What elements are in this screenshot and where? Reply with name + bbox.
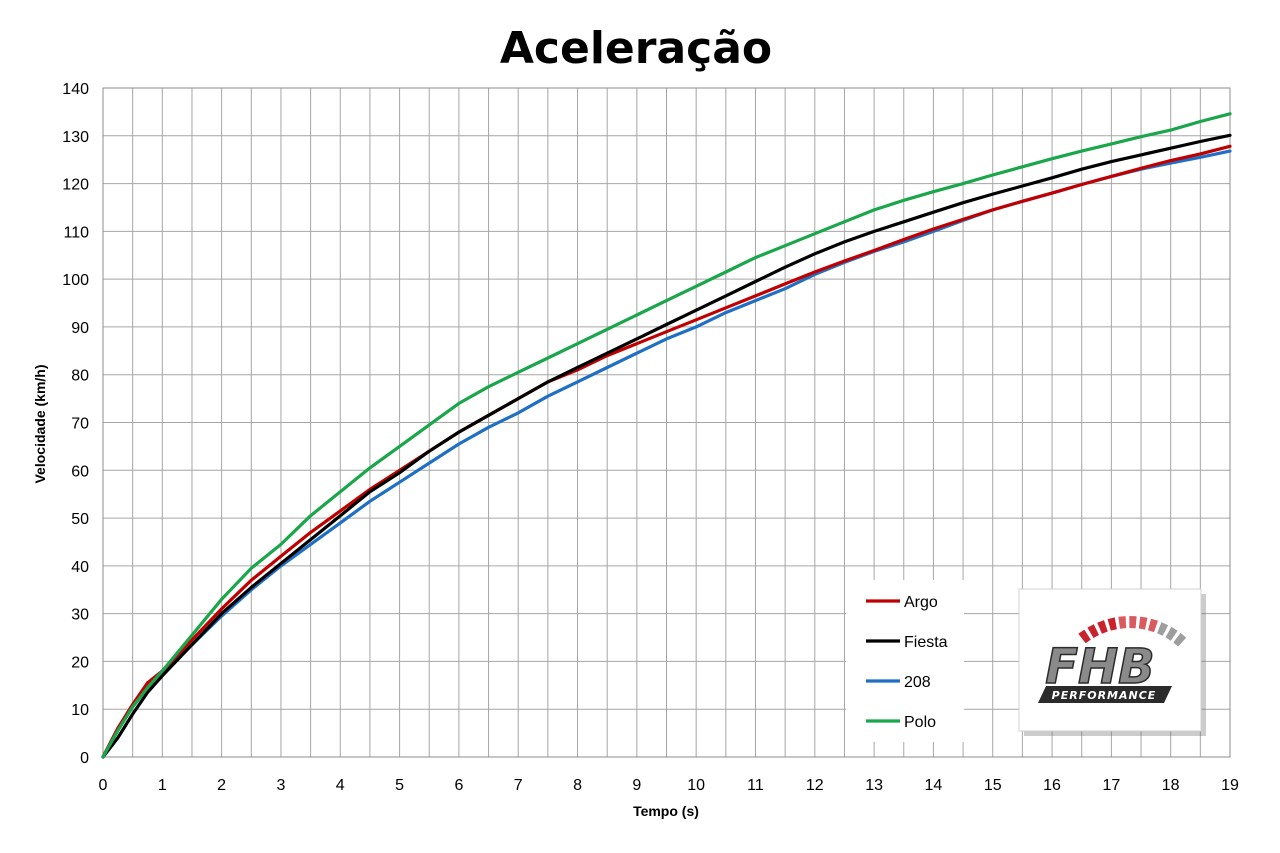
x-tick-label: 0: [99, 777, 108, 794]
logo-tagline-banner: [1038, 686, 1172, 703]
x-tick-label: 16: [1043, 777, 1061, 794]
logo-tagline-text: PERFORMANCE: [1052, 689, 1157, 702]
x-tick-label: 7: [514, 777, 523, 794]
y-tick-label: 140: [62, 81, 89, 98]
y-tick-label: 20: [71, 654, 89, 671]
x-tick-label: 10: [687, 777, 705, 794]
x-tick-label: 11: [747, 777, 764, 794]
logo-arc-segment: [1078, 629, 1091, 644]
logo-arc-segment: [1118, 616, 1127, 629]
y-tick-label: 100: [62, 272, 89, 289]
logo-arc-segment: [1107, 617, 1117, 631]
logo-arc-segment: [1148, 618, 1158, 633]
y-tick-label: 40: [71, 559, 89, 576]
x-tick-label: 14: [925, 777, 943, 794]
series-line-polo: [101, 112, 1232, 759]
x-tick-label: 17: [1102, 777, 1120, 794]
y-tick-label: 60: [71, 463, 89, 480]
x-tick-label: 15: [984, 777, 1002, 794]
legend-label-208: 208: [904, 674, 931, 691]
logo-arc-segment: [1173, 632, 1187, 647]
logo-arc-segment: [1097, 620, 1108, 634]
legend-label-polo: Polo: [904, 714, 936, 731]
x-tick-label: 3: [276, 777, 285, 794]
legend-label-argo: Argo: [904, 594, 938, 611]
fhb-performance-logo: FHB PERFORMANCE: [1018, 588, 1206, 736]
x-tick-label: 4: [336, 777, 345, 794]
logo-arc-segment: [1165, 626, 1178, 641]
chart-legend: Argo Fiesta 208 Polo: [846, 580, 964, 742]
x-tick-label: 2: [217, 777, 226, 794]
y-tick-label: 50: [71, 511, 89, 528]
y-axis-title: Velocidade (km/h): [32, 364, 48, 483]
x-tick-label: 19: [1221, 777, 1239, 794]
logo-arc-segment: [1129, 616, 1137, 629]
y-tick-label: 10: [71, 702, 89, 719]
logo-speedometer-arc: [1078, 616, 1187, 647]
logo-arc-segment: [1087, 624, 1099, 638]
plot-area-border: [102, 87, 1231, 758]
chart-series: [101, 112, 1232, 759]
x-tick-label: 8: [573, 777, 582, 794]
logo-arc-segment: [1138, 616, 1148, 630]
x-axis-tick-labels: 0 1 2 3 4 5 6 7 8 9 10 11 12 13 14 15 16 17 18 19: [99, 777, 1239, 794]
logo-arc-segment: [1157, 622, 1169, 636]
y-tick-label: 110: [63, 224, 89, 241]
x-tick-label: 9: [632, 777, 641, 794]
chart-title: Aceleração: [500, 23, 772, 74]
x-tick-label: 18: [1162, 777, 1180, 794]
x-axis-title: Tempo (s): [633, 803, 699, 819]
x-tick-label: 5: [395, 777, 404, 794]
y-tick-label: 80: [71, 368, 89, 385]
y-axis-tick-labels: 0 10 20 30 40 50 60 70 80 90 100 110 120 130 140: [62, 81, 89, 767]
y-tick-label: 130: [62, 129, 89, 146]
y-tick-label: 0: [80, 750, 89, 767]
series-line-fiesta: [101, 133, 1232, 759]
x-tick-label: 6: [454, 777, 463, 794]
x-tick-label: 12: [806, 777, 824, 794]
x-tick-label: 1: [158, 777, 167, 794]
y-tick-label: 90: [71, 320, 89, 337]
y-tick-label: 70: [71, 416, 89, 433]
legend-label-fiesta: Fiesta: [904, 634, 948, 651]
legend-background: [846, 580, 964, 742]
logo-card: [1018, 588, 1202, 732]
y-tick-label: 120: [62, 177, 89, 194]
y-tick-label: 30: [71, 607, 89, 624]
x-tick-label: 13: [865, 777, 883, 794]
series-line-argo: [101, 144, 1232, 759]
